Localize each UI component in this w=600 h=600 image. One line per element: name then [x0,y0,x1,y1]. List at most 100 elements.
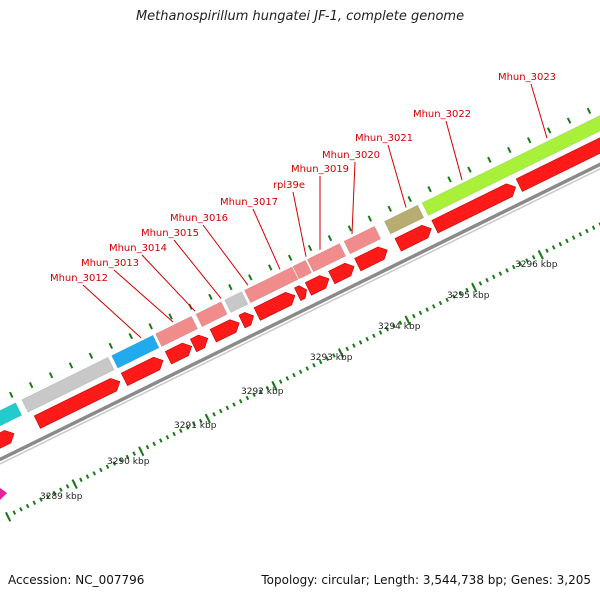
scale-tick-minor [32,500,37,506]
gene-leader-line [530,83,548,139]
scale-tick-minor [238,399,243,404]
scale-tick-minor [305,366,310,371]
feature-block [111,334,160,369]
scale-tick-major [4,511,12,522]
kbp-label: 3295 kbp [447,291,490,301]
scale-tick-minor [245,395,250,401]
feature-block [195,301,228,328]
scale-tick-minor [159,438,163,443]
gene-leader-line [351,161,356,235]
scale-tick-minor [558,241,563,247]
feature-block [383,204,425,235]
scale-tick-minor [418,310,423,316]
scale-tick [108,342,114,350]
scale-tick-minor [218,408,223,414]
scale-tick-minor [591,225,596,231]
scale-tick [287,254,293,261]
scale-tick-major [537,249,544,260]
scale-tick-minor [112,461,116,466]
cds-arrow [328,262,355,285]
gene-label: Mhun_3021 [355,133,413,144]
scale-tick-minor [372,333,376,339]
scale-tick-minor [12,510,17,515]
scale-tick-minor [398,320,403,325]
cds-arrow [33,378,121,429]
scale-tick [546,127,552,134]
genome-title: Methanospirillum hungatei JF-1, complete… [135,9,465,24]
scale-tick [68,362,74,369]
cds-arrow [164,342,193,365]
scale-tick-minor [105,464,110,470]
scale-tick-minor [378,330,383,335]
kbp-label: 3293 kbp [310,353,353,363]
gene-leader-line [202,224,249,286]
cds-arrow [0,430,15,449]
scale-tick-minor [445,297,449,303]
scale-tick-minor [298,369,303,375]
gene-leader-line [252,208,281,270]
scale-tick-minor [19,507,23,512]
scale-tick-minor [318,359,323,365]
scale-tick [367,215,373,222]
scale-tick-minor [498,271,503,276]
scale-tick-minor [571,235,576,240]
scale-tick-minor [99,467,103,473]
scale-tick-minor [125,454,130,460]
scale-tick-minor [198,418,203,424]
gene-leader-line [292,191,307,257]
scale-tick-major [404,315,411,326]
scale-tick-minor [325,356,330,361]
scale-tick-minor [525,258,529,263]
scale-tick [148,323,153,330]
scale-tick-minor [531,255,536,260]
scale-tick-minor [45,493,50,499]
scale-tick-minor [232,402,236,407]
kbp-label: 3291 kbp [174,421,217,431]
gene-label: Mhun_3012 [50,273,108,284]
feature-block [243,266,299,304]
scale-tick-minor [345,346,350,352]
cds-arrow [189,334,209,353]
scale-tick-minor [518,261,523,267]
scale-tick-minor [192,421,196,427]
scale-tick-minor [511,264,516,270]
scale-tick [586,107,592,114]
scale-tick-minor [85,474,90,479]
scale-tick-minor [392,323,396,329]
scale-tick-minor [225,405,230,411]
scale-tick-minor [145,444,150,450]
scale-tick-major [204,413,211,424]
scale-tick-major [71,479,78,489]
scale-tick-major [138,446,145,457]
scale-tick [307,244,313,252]
scale-tick-minor [185,425,190,430]
scale-tick-minor [152,441,156,447]
gene-label: Mhun_3017 [220,197,278,208]
feature-block [0,488,7,500]
scale-tick [347,225,353,232]
scale-tick [128,332,133,340]
scale-tick-minor [285,376,290,381]
scale-tick-minor [312,363,316,368]
scale-tick-minor [79,477,83,483]
scale-tick [168,313,173,320]
gene-leader-line [445,120,463,181]
scale-tick-minor [132,451,136,456]
scale-tick-minor [485,277,489,283]
scale-tick-minor [358,340,363,345]
feature-block [421,115,600,216]
scale-tick-minor [365,336,369,342]
cds-arrow [238,312,254,329]
backbone-line [0,162,600,462]
scale-tick-minor [292,372,296,378]
scale-tick-minor [119,457,123,463]
scale-tick-minor [178,428,183,433]
scale-tick-minor [491,274,496,280]
scale-tick-minor [59,487,63,492]
gene-leader-line [82,284,142,339]
scale-tick-minor [545,248,549,253]
gene-label: Mhun_3023 [498,72,556,83]
scale-tick [267,264,273,271]
scale-tick [387,205,392,212]
